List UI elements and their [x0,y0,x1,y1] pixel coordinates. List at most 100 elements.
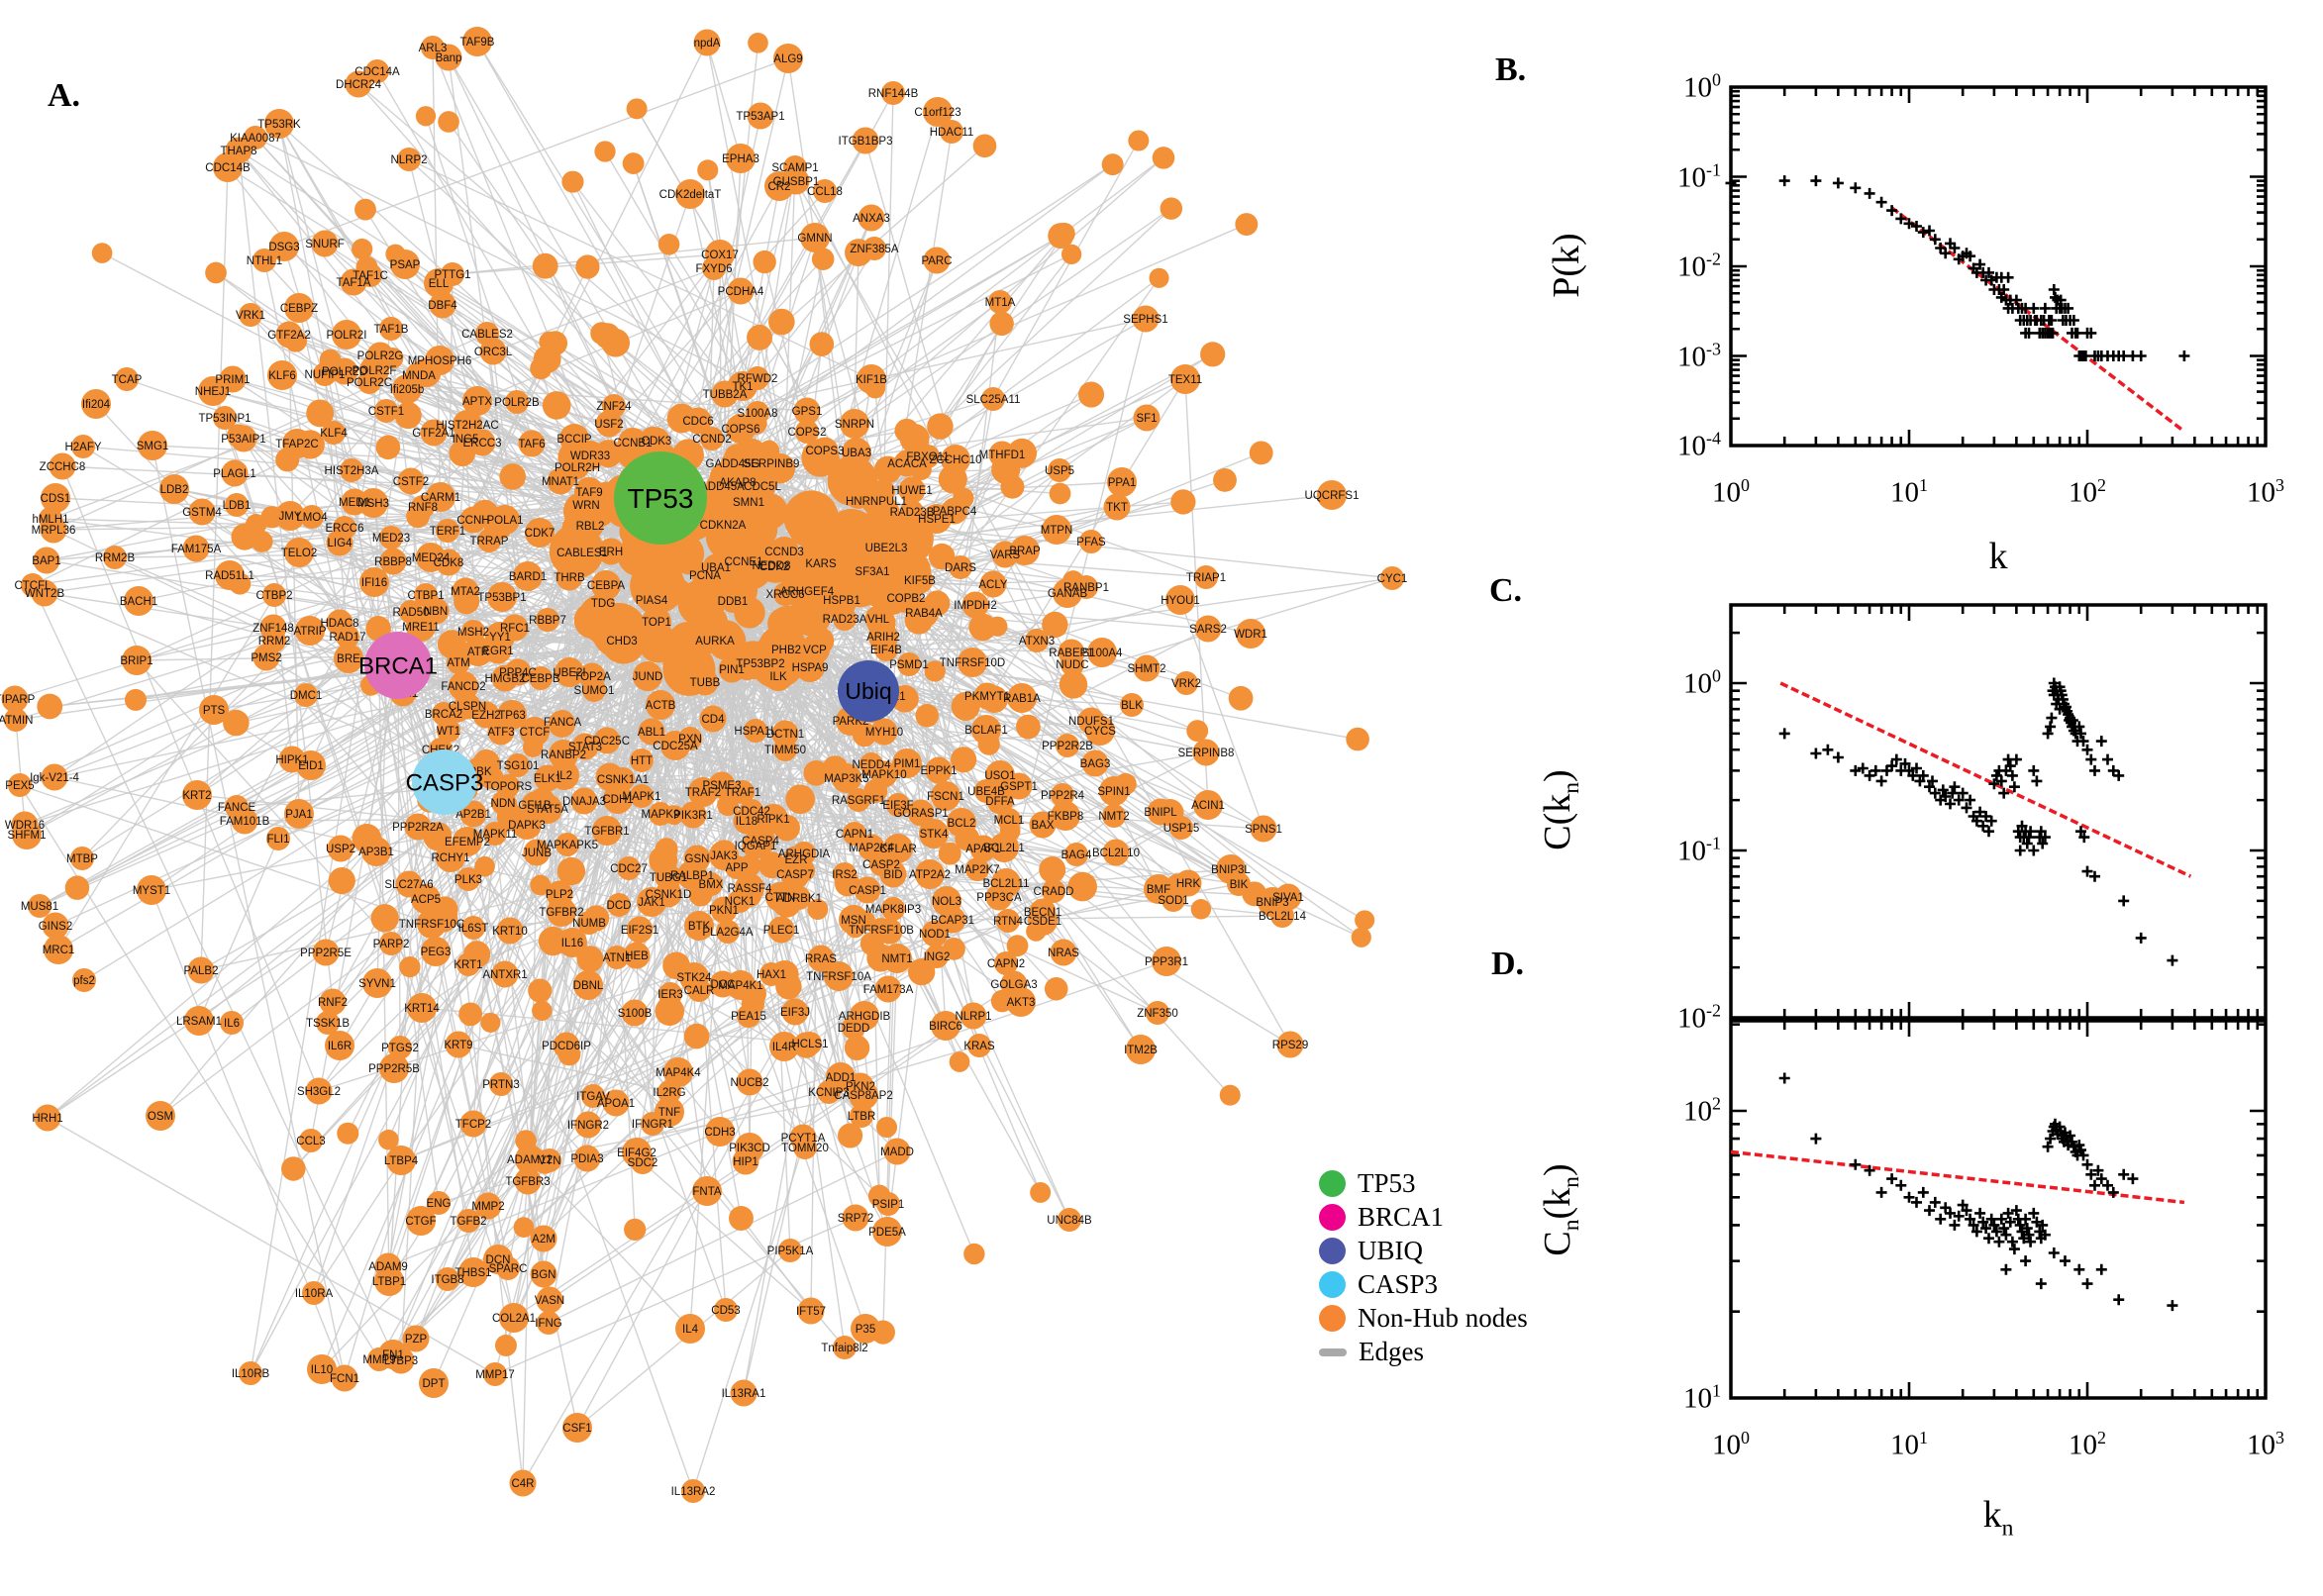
gene-label: STK24 [676,972,712,984]
gene-label: BRAP [1009,546,1041,557]
network-edge [747,664,817,774]
gene-label: GSPT1 [1000,781,1038,793]
gene-label: PDE5A [868,1227,906,1239]
gene-node [326,529,354,556]
gene-node [458,1257,488,1287]
panel-d-label: D. [1491,946,1525,982]
gene-label: MADD [880,1147,914,1158]
gene-node [406,612,436,642]
gene-label: ACLY [978,579,1008,591]
gene-label: RPS29 [1272,1040,1308,1051]
gene-label: IQGAP1 [735,841,777,852]
network-node [803,759,830,786]
legend-label: TP53 [1358,1168,1416,1198]
gene-label: CR2 [767,181,790,193]
gene-node [365,59,389,83]
gene-label: UBA3 [842,448,871,459]
gene-node [425,346,454,375]
gene-label: IL13RA1 [722,1388,766,1400]
network-node [807,898,829,920]
network-node [1053,222,1075,245]
gene-node [1042,879,1065,903]
gene-label: CDK2deltaT [659,189,722,201]
network-node [1170,489,1196,515]
gene-label: COPB2 [887,593,926,605]
gene-node [699,705,727,733]
gene-node [729,547,758,576]
gene-node [742,832,769,859]
scatter-points [1725,175,2190,361]
gene-node [322,421,346,445]
gene-label: CDKN2A [700,520,747,532]
gene-label: CCL3 [296,1136,325,1147]
gene-label: CSTF1 [368,406,404,418]
gene-label: HDAC8 [321,618,359,630]
gene-node [1,685,29,713]
gene-label: CDC14A [354,66,400,78]
gene-label: MTHFD1 [979,449,1026,461]
gene-label: TSG101 [497,760,540,772]
gene-label: DEDD [838,1023,870,1035]
gene-node [295,616,325,646]
gene-node [847,788,870,812]
gene-node [592,816,622,846]
gene-label: ARHGEF4 [780,586,835,598]
gene-node [358,488,388,518]
gene-label: CEBPZ [280,303,318,315]
gene-label: PRTN3 [482,1079,520,1091]
gene-node [1029,811,1057,839]
gene-label: KRT1 [454,959,482,971]
gene-label: BLK [1121,700,1143,712]
legend-item-ubiq: UBIQ [1319,1236,1528,1265]
gene-node [1085,716,1115,746]
gene-label: CTBP1 [407,590,444,602]
gene-label: MTBP [66,853,98,865]
gene-label: EIF3J [780,1007,810,1019]
gene-label: OSM [148,1111,173,1123]
gene-label: POLR2I [327,330,367,342]
gene-node [1074,575,1098,599]
gene-label: SIVA1 [1272,892,1304,904]
gene-node [1048,458,1071,482]
gene-label: TIMM50 [764,745,806,756]
gene-label: PDCD6IP [542,1041,591,1052]
gene-label: RALBP1 [670,870,714,882]
gene-label: BAP1 [32,555,60,567]
gene-node [402,1325,430,1352]
gene-label: npdA [694,38,721,50]
gene-label: FNTA [692,1186,722,1198]
gene-node [702,553,730,581]
gene-label: JUNB [522,848,552,859]
network-node [1059,670,1088,699]
gene-node [213,406,237,430]
network-node [438,111,459,133]
network-gene-nodes [1,27,1404,1503]
legend-item-casp3: CASP3 [1319,1269,1528,1299]
gene-node [925,945,949,968]
gene-label: MYST1 [133,885,170,897]
gene-label: PKMYT1 [964,691,1010,703]
gene-label: PZP [405,1334,428,1346]
gene-node [795,420,819,444]
gene-label: ZNF385A [850,244,899,255]
gene-label: MAP4K4 [656,1067,701,1079]
gene-node [1227,872,1251,896]
gene-node [417,909,447,939]
gene-label: GINS2 [39,921,73,933]
gene-node [702,256,726,280]
gene-label: PPP2R5E [300,948,352,959]
network-node [415,106,437,127]
gene-label: COPS6 [722,424,760,436]
gene-label: ATP2A2 [909,869,951,881]
gene-label: KRT10 [492,926,528,938]
gene-node [573,970,603,1000]
gene-node [302,1281,326,1305]
gene-node [832,763,861,793]
gene-label: Tnfaip8l2 [821,1343,867,1354]
network-edge [900,540,1074,685]
gene-label: BNIP3 [1256,897,1288,909]
gene-label: SRP72 [838,1213,873,1225]
gene-label: MT1A [985,297,1016,309]
gene-label: HTT [631,755,653,767]
gene-label: XRCC6 [766,589,805,601]
